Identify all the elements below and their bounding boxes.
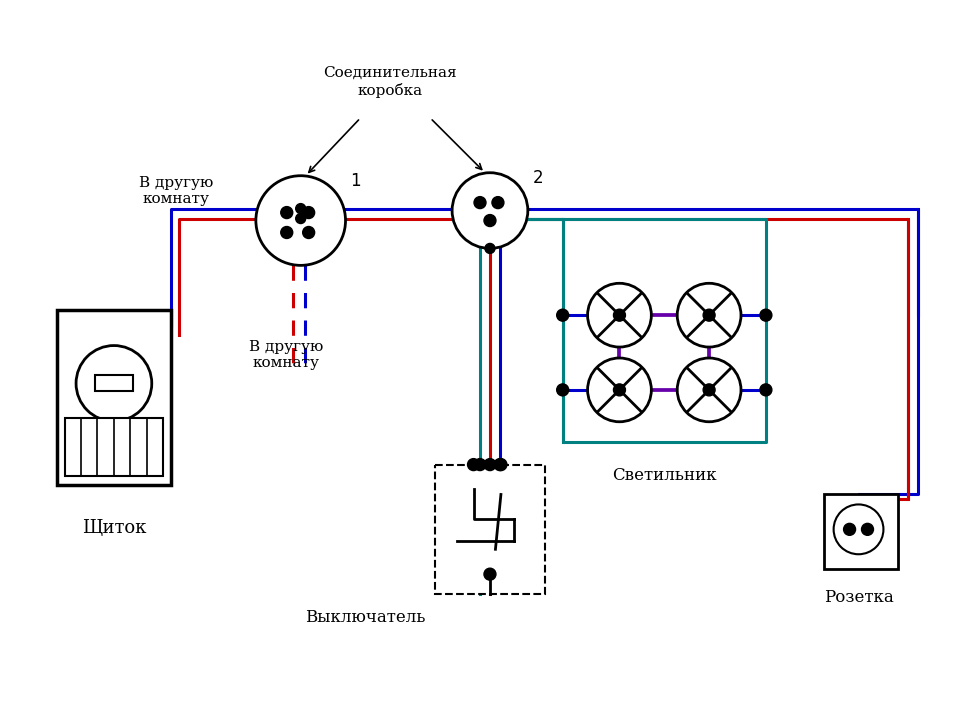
Circle shape (280, 227, 293, 238)
Text: В другую
комнату: В другую комнату (139, 176, 213, 206)
Bar (64, 418, 163, 476)
Circle shape (256, 176, 346, 266)
Circle shape (296, 214, 305, 223)
Circle shape (833, 505, 883, 554)
Circle shape (492, 197, 504, 209)
Text: Соединительная
коробка: Соединительная коробка (324, 66, 457, 97)
Circle shape (484, 215, 496, 227)
Circle shape (557, 309, 568, 321)
Circle shape (613, 309, 625, 321)
Circle shape (677, 283, 741, 347)
Text: Светильник: Светильник (612, 467, 716, 484)
Circle shape (861, 523, 874, 536)
Text: Выключатель: Выключатель (304, 609, 425, 626)
Circle shape (703, 309, 715, 321)
Circle shape (302, 207, 315, 219)
Bar (824, 495, 899, 570)
Circle shape (760, 384, 772, 396)
Circle shape (280, 207, 293, 219)
Circle shape (677, 358, 741, 422)
Circle shape (588, 358, 651, 422)
Circle shape (613, 384, 625, 396)
Circle shape (703, 384, 715, 396)
Text: Щиток: Щиток (82, 519, 146, 537)
Circle shape (302, 227, 315, 238)
Bar (57, 310, 171, 485)
Bar (435, 464, 544, 594)
Circle shape (557, 384, 568, 396)
Circle shape (76, 346, 152, 421)
Circle shape (485, 243, 495, 253)
Circle shape (495, 459, 507, 471)
Circle shape (760, 309, 772, 321)
Text: 1: 1 (350, 171, 361, 189)
Bar (95, 375, 132, 392)
Circle shape (844, 523, 855, 536)
Circle shape (474, 197, 486, 209)
Circle shape (474, 459, 486, 471)
Text: В другую
комнату: В другую комнату (249, 340, 323, 370)
Circle shape (468, 459, 479, 471)
Circle shape (452, 173, 528, 248)
Circle shape (484, 459, 496, 471)
Circle shape (494, 459, 506, 471)
Circle shape (484, 568, 496, 580)
Text: 2: 2 (533, 168, 543, 186)
Circle shape (296, 204, 305, 214)
Text: Розетка: Розетка (824, 589, 894, 606)
Circle shape (588, 283, 651, 347)
